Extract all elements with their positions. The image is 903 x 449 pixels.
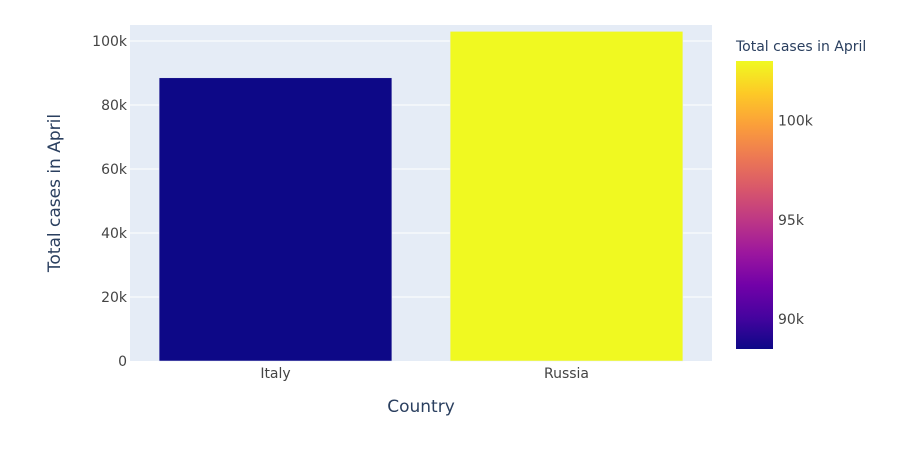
y-tick-label: 80k [101, 98, 128, 114]
y-tick-label: 0 [118, 354, 127, 370]
x-tick-label: Italy [260, 366, 290, 382]
colorbar [736, 61, 773, 349]
bar-russia[interactable] [449, 31, 684, 362]
y-tick-label: 20k [101, 290, 128, 306]
colorbar-tick-label: 95k [778, 213, 805, 229]
y-tick-label: 60k [101, 162, 128, 178]
x-tick-label: Russia [544, 366, 589, 382]
y-tick-label: 40k [101, 226, 128, 242]
y-axis-title: Total cases in April [45, 114, 65, 273]
colorbar-title: Total cases in April [735, 39, 866, 55]
bar-italy[interactable] [158, 77, 393, 362]
colorbar-tick-label: 100k [778, 114, 814, 130]
y-tick-label: 100k [92, 34, 128, 50]
colorbar-tick-label: 90k [778, 312, 805, 328]
x-axis-title: Country [387, 397, 455, 417]
